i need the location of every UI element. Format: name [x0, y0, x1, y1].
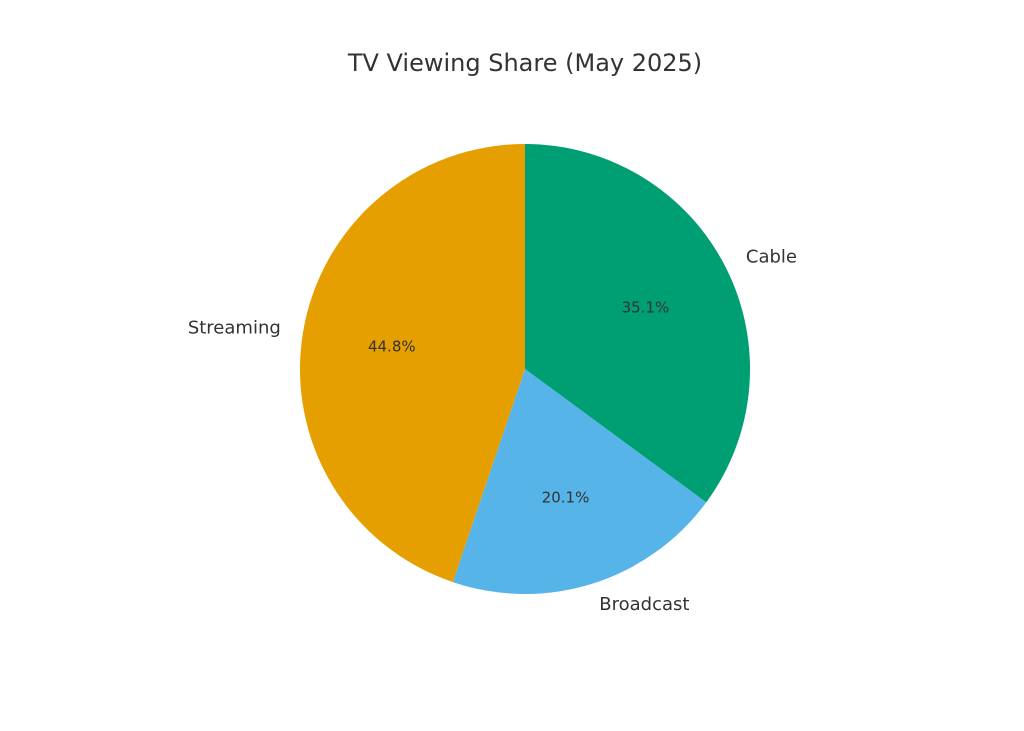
slice-label: Cable	[746, 246, 797, 267]
pie-slice	[452, 369, 707, 594]
value-label: 44.8%	[368, 338, 416, 356]
pie-slice	[299, 144, 525, 583]
chart-title: TV Viewing Share (May 2025)	[347, 49, 702, 77]
value-label: 20.1%	[542, 488, 590, 506]
slice-label: Broadcast	[599, 594, 689, 615]
pie-slice	[525, 144, 751, 503]
slice-label: Streaming	[188, 318, 281, 339]
value-label: 35.1%	[622, 299, 670, 317]
